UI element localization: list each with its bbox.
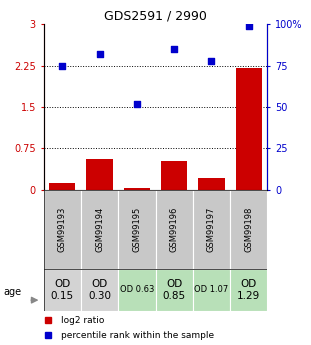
Point: [209, 58, 214, 63]
Bar: [193, 190, 230, 269]
Bar: [198, 178, 225, 190]
Bar: [118, 190, 156, 269]
Bar: [161, 161, 187, 190]
Bar: [44, 190, 81, 269]
Text: percentile rank within the sample: percentile rank within the sample: [62, 331, 215, 340]
Bar: [81, 269, 118, 310]
Bar: [118, 269, 156, 310]
Text: OD
0.15: OD 0.15: [51, 279, 74, 300]
Bar: [230, 190, 267, 269]
Text: GSM99198: GSM99198: [244, 207, 253, 252]
Text: GSM99194: GSM99194: [95, 207, 104, 252]
Bar: [156, 269, 193, 310]
Point: [134, 101, 139, 106]
Bar: [236, 68, 262, 190]
Point: [172, 46, 177, 52]
Text: OD 0.63: OD 0.63: [120, 285, 154, 294]
Text: GSM99196: GSM99196: [170, 207, 179, 252]
Text: GSM99195: GSM99195: [132, 207, 141, 252]
Bar: [44, 269, 81, 310]
Text: OD
0.30: OD 0.30: [88, 279, 111, 300]
Bar: [156, 190, 193, 269]
Text: GSM99197: GSM99197: [207, 207, 216, 252]
Bar: [230, 269, 267, 310]
Bar: [193, 269, 230, 310]
Title: GDS2591 / 2990: GDS2591 / 2990: [104, 10, 207, 23]
Text: age: age: [3, 287, 21, 296]
Bar: [81, 190, 118, 269]
Bar: [124, 188, 150, 190]
Bar: [49, 183, 75, 190]
Point: [97, 51, 102, 57]
Text: OD 1.07: OD 1.07: [194, 285, 229, 294]
Bar: [86, 159, 113, 190]
Point: [60, 63, 65, 68]
Text: GSM99193: GSM99193: [58, 207, 67, 252]
Text: OD
1.29: OD 1.29: [237, 279, 260, 300]
Point: [246, 23, 251, 29]
Text: OD
0.85: OD 0.85: [163, 279, 186, 300]
Text: log2 ratio: log2 ratio: [62, 316, 105, 325]
